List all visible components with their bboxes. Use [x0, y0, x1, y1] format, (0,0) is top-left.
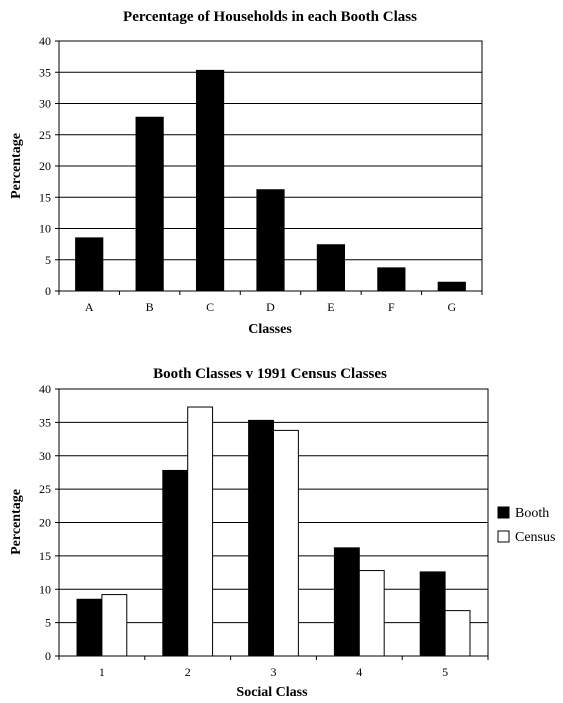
bar-booth-4 [333, 547, 360, 657]
bar-booth-1 [76, 598, 103, 657]
y-tick-label: 10 [39, 222, 51, 236]
y-tick-label: 35 [39, 415, 51, 429]
bar-census-4 [358, 570, 385, 657]
legend-label-census: Census [515, 530, 555, 545]
x-axis-ticks: A B C D E F G [58, 291, 483, 314]
legend: Booth Census [497, 506, 555, 545]
x-tick-label: E [327, 300, 334, 314]
y-tick-label: 15 [39, 549, 51, 563]
bar-value-g [437, 281, 466, 292]
chart-booth-vs-census: Booth Classes v 1991 Census Classes Perc… [9, 366, 555, 700]
x-tick-label: 1 [99, 665, 105, 679]
y-tick-label: 20 [39, 159, 51, 173]
x-tick-label: 2 [185, 665, 191, 679]
y-axis-ticks: 0 5 10 15 20 25 30 35 40 [39, 34, 59, 298]
x-tick-label: 4 [356, 665, 362, 679]
y-tick-label: 40 [39, 34, 51, 48]
y-axis-ticks: 0 5 10 15 20 25 30 35 40 [39, 382, 59, 663]
y-tick-label: 30 [39, 97, 51, 111]
legend-swatch-census [497, 530, 510, 543]
x-tick-label: D [266, 300, 275, 314]
bar-census-2 [187, 406, 214, 657]
y-tick-label: 25 [39, 128, 51, 142]
y-tick-label: 0 [45, 649, 51, 663]
y-tick-label: 0 [45, 284, 51, 298]
legend-label-booth: Booth [515, 506, 549, 521]
y-tick-label: 40 [39, 382, 51, 396]
x-axis-ticks: 1 2 3 4 5 [58, 656, 489, 679]
x-tick-label: F [388, 300, 395, 314]
bar-booth-5 [419, 571, 446, 657]
x-tick-label: C [206, 300, 214, 314]
chart-title: Booth Classes v 1991 Census Classes [153, 366, 387, 382]
y-tick-label: 5 [45, 253, 51, 267]
bar-census-5 [444, 610, 471, 657]
x-axis-title: Social Class [236, 685, 308, 700]
y-tick-label: 30 [39, 449, 51, 463]
y-tick-label: 20 [39, 516, 51, 530]
bar-census-1 [101, 594, 128, 657]
bars [76, 406, 471, 657]
bar-census-3 [273, 429, 299, 657]
bar-value-c [195, 69, 225, 292]
x-tick-label: A [85, 300, 94, 314]
y-tick-label: 35 [39, 65, 51, 79]
bar-value-b [135, 116, 164, 292]
chart-booth-class-percentages: Percentage of Households in each Booth C… [9, 9, 483, 337]
y-tick-label: 25 [39, 482, 51, 496]
bar-value-d [256, 189, 285, 292]
bar-booth-2 [162, 469, 189, 657]
chart-title: Percentage of Households in each Booth C… [123, 9, 417, 25]
y-axis-title: Percentage [9, 489, 24, 555]
x-axis-title: Classes [248, 322, 292, 337]
bar-value-f [377, 267, 406, 292]
x-tick-label: 5 [442, 665, 448, 679]
x-tick-label: 3 [271, 665, 277, 679]
y-tick-label: 10 [39, 582, 51, 596]
y-tick-label: 15 [39, 190, 51, 204]
legend-swatch-booth [497, 506, 510, 519]
bar-booth-3 [248, 419, 274, 657]
y-tick-label: 5 [45, 616, 51, 630]
x-tick-label: G [447, 300, 456, 314]
bars [75, 69, 466, 292]
y-axis-title: Percentage [9, 133, 24, 199]
bar-value-e [316, 244, 346, 292]
bar-value-a [75, 237, 104, 292]
x-tick-label: B [146, 300, 154, 314]
